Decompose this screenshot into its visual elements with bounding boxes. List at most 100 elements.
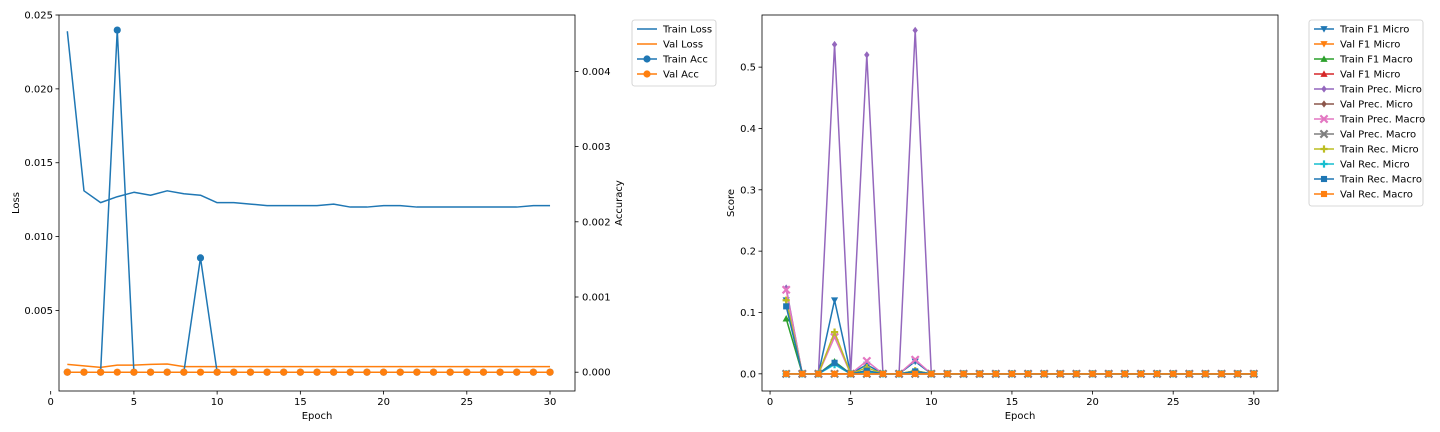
series-line <box>785 318 1254 375</box>
x-tick-label: 25 <box>460 397 473 408</box>
series-line <box>785 29 1254 375</box>
series-line <box>66 31 551 208</box>
data-point <box>912 370 919 377</box>
data-point <box>346 368 354 376</box>
data-point <box>862 356 872 366</box>
legend-item: Val Rec. Macro <box>1314 190 1413 201</box>
data-point <box>379 368 388 376</box>
series-val-loss <box>67 363 551 369</box>
y-axis-label: Score <box>726 189 737 217</box>
data-point <box>396 368 404 376</box>
data-point <box>196 254 205 262</box>
data-point <box>944 370 951 377</box>
y2-axis-label: Accuracy <box>614 180 625 226</box>
series-line <box>67 29 551 373</box>
data-point <box>263 368 271 376</box>
data-point <box>97 368 105 376</box>
legend-box <box>631 19 717 87</box>
legend-item: Train Loss <box>637 25 712 36</box>
data-point <box>479 368 488 376</box>
x-tick-label: 0 <box>47 397 53 408</box>
data-point <box>815 370 822 377</box>
data-point <box>546 368 554 376</box>
legend-label: Val Prec. Macro <box>1340 130 1416 141</box>
x-tick-label: 20 <box>1086 397 1099 408</box>
legend-marker <box>1321 100 1327 108</box>
legend-marker <box>1320 145 1328 153</box>
data-point <box>783 370 790 377</box>
data-point <box>1041 370 1048 377</box>
legend-label: Train Acc <box>662 55 708 66</box>
legend-label: Train Prec. Micro <box>1339 85 1422 96</box>
series-line <box>67 363 551 369</box>
data-point <box>313 368 321 376</box>
legend-label: Val Rec. Micro <box>1340 160 1410 171</box>
legend-box <box>1308 19 1424 207</box>
legend-label: Val Prec. Micro <box>1340 100 1413 111</box>
data-point <box>296 368 304 376</box>
data-point <box>230 368 238 376</box>
series-val-rec-macro <box>783 370 1257 377</box>
data-point <box>1008 370 1015 377</box>
data-point <box>330 368 338 376</box>
x-tick-label: 0 <box>767 397 773 408</box>
data-point <box>1186 370 1193 377</box>
data-point <box>1121 370 1128 377</box>
legend-marker <box>1320 41 1328 48</box>
data-point <box>413 368 421 376</box>
legend-item: Train F1 Macro <box>1314 55 1413 66</box>
data-point <box>864 51 870 59</box>
legend-marker <box>1319 129 1329 139</box>
legend-label: Val Acc <box>663 70 699 81</box>
plot-area <box>781 26 1259 379</box>
x-axis-label: Epoch <box>302 411 333 422</box>
data-point <box>513 368 521 376</box>
y-tick-label: 0.4 <box>740 124 756 135</box>
data-point <box>960 370 967 377</box>
legend-item: Val Prec. Micro <box>1314 100 1413 111</box>
data-point <box>1057 370 1064 377</box>
legend-label: Val Loss <box>663 40 703 51</box>
data-point <box>831 370 838 377</box>
data-point <box>113 26 121 34</box>
y2-tick-label: 0.002 <box>582 217 611 228</box>
y-tick-label: 0.025 <box>24 11 53 22</box>
data-point <box>213 368 221 376</box>
legend-item: Train F1 Micro <box>1314 25 1409 36</box>
data-point <box>363 368 371 376</box>
series-line <box>785 306 1254 375</box>
x-tick-label: 30 <box>544 397 557 408</box>
data-point <box>1073 370 1080 377</box>
y-tick-label: 0.5 <box>740 63 756 74</box>
data-point <box>912 26 918 34</box>
data-point <box>783 303 790 310</box>
y2-tick-label: 0.000 <box>582 368 611 379</box>
data-point <box>799 370 806 377</box>
legend-label: Train F1 Macro <box>1339 55 1413 66</box>
legend-item: Train Prec. Micro <box>1314 85 1422 96</box>
score-chart: 0 5 10 15 20 25 30 0.0 0.1 0.2 0.3 0.4 0.5 Epoch Score… <box>726 14 1425 422</box>
legend-label: Train Rec. Micro <box>1339 145 1419 156</box>
legend-item: Val Prec. Macro <box>1314 130 1416 141</box>
data-point <box>529 368 537 376</box>
data-point <box>113 368 121 376</box>
legend-label: Val F1 Micro <box>1340 70 1400 81</box>
y2-tick-label: 0.003 <box>582 142 611 153</box>
legend-item: Val Loss <box>637 40 703 51</box>
y2-tick-label: 0.001 <box>582 293 611 304</box>
legend-label: Train Loss <box>662 25 712 36</box>
legend-marker <box>643 55 651 63</box>
data-point <box>246 368 255 376</box>
x-tick-label: 10 <box>211 397 224 408</box>
x-tick-label: 5 <box>131 397 137 408</box>
legend-marker <box>1320 26 1328 33</box>
x-tick-label: 10 <box>925 397 938 408</box>
data-point <box>146 368 155 376</box>
x-tick-label: 20 <box>377 397 390 408</box>
legend: Train F1 Micro Val F1 Micro Train F1 Macro… <box>1308 19 1425 207</box>
data-point <box>280 368 288 376</box>
legend-marker <box>1320 55 1328 62</box>
series-line <box>785 300 1254 375</box>
y-tick-label: 0.005 <box>24 306 53 317</box>
